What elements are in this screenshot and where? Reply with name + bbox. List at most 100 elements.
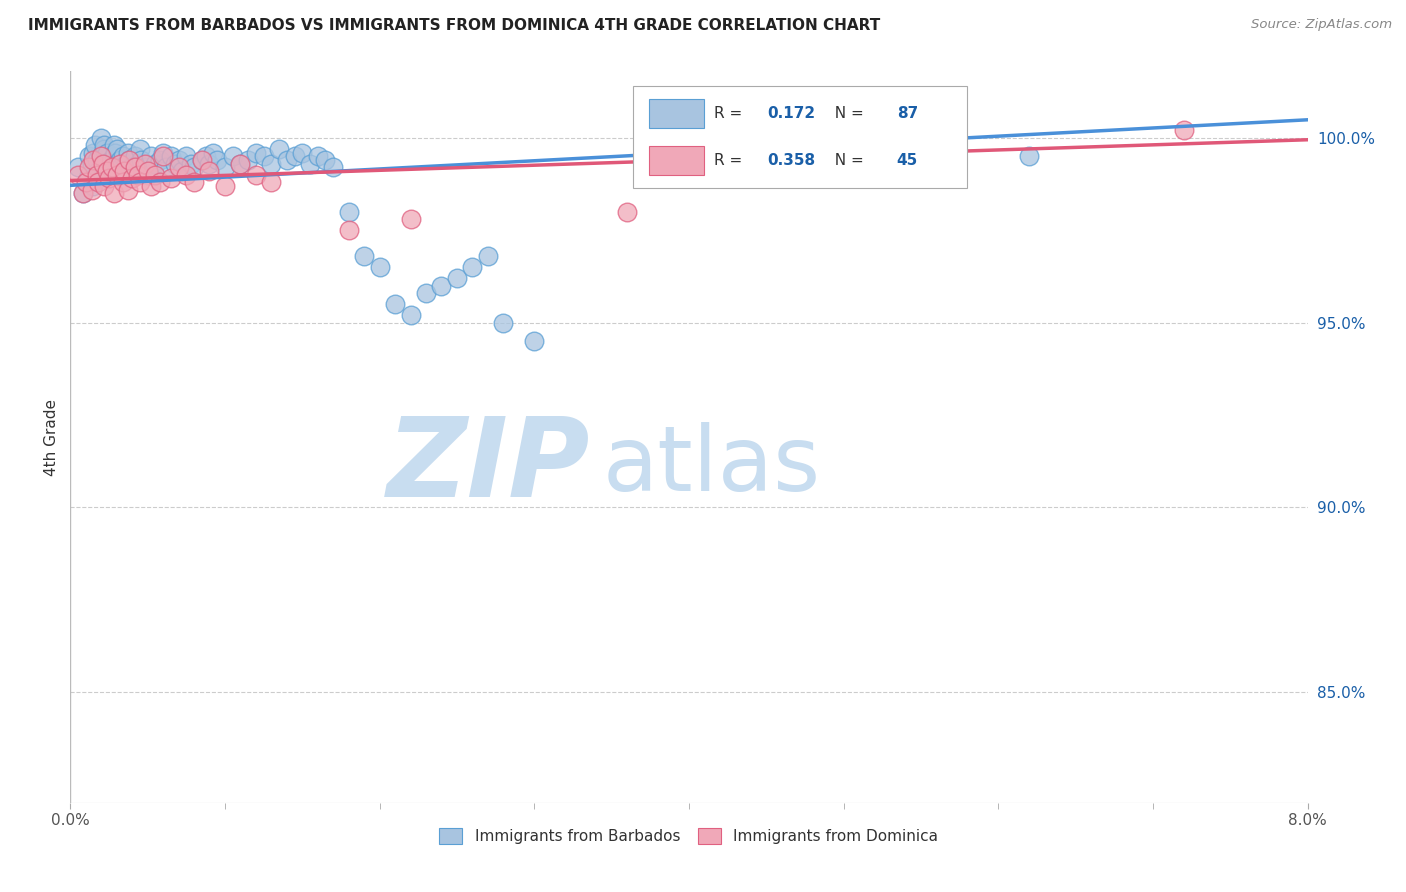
Point [523, 334, 546, 348]
Point [104, 145, 127, 160]
Point [114, 164, 135, 178]
Point [134, 157, 156, 171]
Point [84, 138, 107, 153]
Point [315, 153, 337, 167]
FancyBboxPatch shape [650, 99, 704, 128]
Point [129, 175, 152, 189]
Point [98, 171, 120, 186]
Text: 87: 87 [897, 106, 918, 121]
Point [201, 145, 224, 160]
Point [337, 204, 360, 219]
Point [307, 149, 329, 163]
Point [117, 183, 139, 197]
Point [152, 149, 174, 163]
Point [77, 161, 100, 175]
Point [82, 145, 105, 160]
Point [155, 161, 177, 175]
Point [149, 175, 172, 189]
Point [111, 149, 134, 163]
Point [118, 153, 141, 167]
Point [90, 149, 112, 163]
Point [75, 175, 97, 189]
Point [96, 164, 118, 178]
Point [91, 161, 114, 175]
Point [77, 168, 100, 182]
Text: N =: N = [825, 106, 869, 121]
Text: 45: 45 [897, 153, 918, 169]
Point [207, 153, 229, 167]
Point [80, 183, 103, 197]
Point [276, 153, 298, 167]
Point [100, 153, 122, 167]
Point [183, 175, 205, 189]
Point [127, 168, 149, 182]
Point [195, 149, 218, 163]
Point [167, 161, 190, 175]
Point [191, 153, 214, 167]
Point [145, 157, 166, 171]
Point [269, 142, 291, 156]
Point [160, 149, 183, 163]
Point [118, 153, 141, 167]
Point [399, 308, 422, 322]
Point [96, 145, 118, 160]
Point [260, 175, 283, 189]
Point [446, 271, 468, 285]
Point [114, 168, 135, 182]
Point [430, 278, 453, 293]
Text: 0.358: 0.358 [766, 153, 815, 169]
Point [115, 157, 138, 171]
Point [492, 316, 515, 330]
Point [129, 142, 152, 156]
Point [165, 157, 187, 171]
Point [108, 153, 131, 167]
Point [461, 260, 484, 274]
Point [139, 178, 162, 193]
Point [229, 157, 252, 171]
Point [103, 149, 125, 163]
Legend: Immigrants from Barbados, Immigrants from Dominica: Immigrants from Barbados, Immigrants fro… [433, 822, 945, 850]
Point [139, 149, 162, 163]
Point [80, 157, 103, 171]
Point [105, 168, 128, 182]
Point [477, 249, 499, 263]
Point [145, 168, 166, 182]
Point [134, 161, 156, 175]
Point [77, 149, 100, 163]
Text: IMMIGRANTS FROM BARBADOS VS IMMIGRANTS FROM DOMINICA 4TH GRADE CORRELATION CHART: IMMIGRANTS FROM BARBADOS VS IMMIGRANTS F… [28, 18, 880, 33]
Point [198, 157, 221, 171]
Point [299, 157, 322, 171]
Point [87, 175, 110, 189]
Point [94, 157, 117, 171]
Point [75, 175, 97, 189]
Text: 0.172: 0.172 [766, 106, 815, 121]
Point [284, 149, 307, 163]
Point [322, 161, 344, 175]
Point [98, 168, 120, 182]
Point [86, 168, 108, 182]
Point [103, 186, 125, 201]
Point [93, 178, 115, 193]
Point [214, 161, 236, 175]
Point [136, 164, 159, 178]
Point [91, 157, 114, 171]
Text: R =: R = [714, 106, 747, 121]
Point [103, 138, 125, 153]
Point [93, 138, 115, 153]
Point [368, 260, 391, 274]
Point [170, 164, 193, 178]
Point [214, 178, 236, 193]
FancyBboxPatch shape [633, 86, 967, 188]
Point [107, 164, 129, 178]
Point [1173, 123, 1195, 137]
Point [149, 153, 172, 167]
Point [245, 145, 267, 160]
Point [117, 145, 139, 160]
Point [399, 212, 422, 227]
Point [353, 249, 375, 263]
Point [82, 153, 105, 167]
Point [108, 157, 131, 171]
Y-axis label: 4th Grade: 4th Grade [44, 399, 59, 475]
Point [236, 153, 259, 167]
Point [67, 168, 90, 182]
